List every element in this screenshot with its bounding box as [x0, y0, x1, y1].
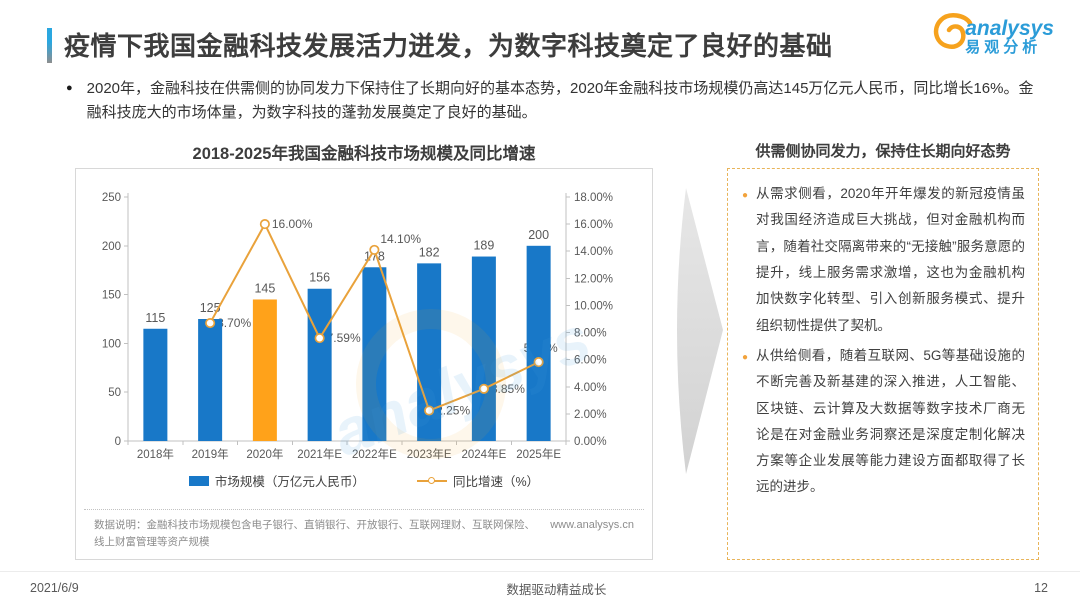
bar-2025年E — [526, 245, 551, 441]
x-axis-category-label: 2019年 — [192, 447, 229, 461]
bar-2022年E — [362, 267, 387, 441]
right-axis-tick-label: 10.00% — [574, 300, 613, 312]
title-accent-bar — [47, 28, 52, 63]
panel-title: 供需侧协同发力，保持住长期向好态势 — [755, 143, 1011, 160]
analysys-logo: analysys 易观分析 — [927, 12, 1054, 61]
right-axis-tick-label: 16.00% — [574, 219, 613, 231]
footer-slogan: 数据驱动精益成长 — [506, 582, 607, 597]
x-axis-category-label: 2020年 — [246, 447, 283, 461]
logo-text: analysys 易观分析 — [965, 16, 1054, 56]
bar-value-label: 125 — [200, 301, 221, 315]
left-axis-tick-label: 100 — [102, 338, 121, 350]
legend-label-growth-rate: 同比增速（%） — [452, 475, 540, 489]
bar-value-label: 115 — [145, 311, 165, 325]
x-axis-category-label: 2023年E — [407, 447, 452, 461]
right-arrow-icon — [677, 188, 723, 474]
page-number: 12 — [1034, 581, 1048, 595]
x-axis-category-label: 2025年E — [516, 447, 561, 461]
data-note-text: 数据说明：金融科技市场规模包含电子银行、直销银行、开放银行、互联网理财、互联网保… — [94, 519, 535, 548]
panel-bullet-item: ● 从需求侧看，2020年开年爆发的新冠疫情虽对我国经济造成巨大挑战，但对金融机构… — [740, 181, 1025, 339]
right-axis-tick-label: 0.00% — [574, 436, 607, 448]
legend-label-market-size: 市场规模（万亿元人民币） — [214, 475, 365, 489]
x-axis-category-label: 2022年E — [352, 447, 397, 461]
right-axis-tick-label: 12.00% — [574, 273, 613, 285]
chart-section: 2018-2025年我国金融科技市场规模及同比增速 analysys 0 50 10… — [75, 140, 653, 560]
bar-2020年 — [252, 299, 277, 441]
chart-box: analysys 0 50 100 150 200 250 0.00% 2.00% 4.00% 6… — [75, 168, 653, 560]
right-axis-tick-label: 4.00% — [574, 382, 607, 394]
insight-panel: 供需侧协同发力，保持住长期向好态势 ● 从需求侧看，2020年开年爆发的新冠疫情虽… — [727, 140, 1039, 560]
x-axis-category-label: 2024年E — [461, 447, 506, 461]
panel-box: ● 从需求侧看，2020年开年爆发的新冠疫情虽对我国经济造成巨大挑战，但对金融机构… — [727, 168, 1039, 560]
chart-title: 2018-2025年我国金融科技市场规模及同比增速 — [192, 145, 536, 163]
growth-rate-marker — [314, 333, 325, 344]
footer-date: 2021/6/9 — [30, 581, 79, 595]
right-axis-tick-label: 2.00% — [574, 409, 607, 421]
bar-value-label: 200 — [528, 228, 549, 242]
growth-rate-label: 7.59% — [327, 331, 361, 345]
chart-note: 数据说明：金融科技市场规模包含电子银行、直销银行、开放银行、互联网理财、互联网保… — [84, 509, 644, 559]
panel-bullet-text: 从供给侧看，随着互联网、5G等基础设施的不断完善及新基建的深入推进，人工智能、区… — [756, 347, 1025, 495]
bar-2018年 — [143, 328, 168, 441]
analysys-swirl-icon — [927, 12, 975, 61]
left-axis-tick-label: 150 — [102, 290, 121, 302]
bar-2024年E — [471, 256, 496, 441]
orange-bullet-dot-icon: ● — [742, 190, 749, 201]
growth-rate-marker — [205, 318, 216, 329]
growth-rate-label: 3.85% — [491, 382, 525, 396]
left-axis-tick-label: 250 — [102, 192, 121, 204]
bar-value-label: 156 — [309, 271, 330, 285]
right-axis-tick-label: 8.00% — [574, 328, 607, 340]
growth-rate-marker — [424, 405, 435, 416]
x-axis-category-label: 2021年E — [297, 447, 342, 461]
growth-rate-label: 2.25% — [436, 404, 470, 418]
line-swatch-icon — [416, 476, 447, 486]
bullet-dot-icon: ● — [66, 82, 73, 94]
legend-item-market-size: 市场规模（万亿元人民币） — [188, 471, 365, 490]
logo-brand-en: analysys — [965, 16, 1054, 40]
right-axis-tick-label: 18.00% — [574, 192, 613, 204]
left-axis-tick-label: 200 — [102, 241, 121, 253]
page-title: 疫情下我国金融科技发展活力迸发，为数字科技奠定了良好的基础 — [64, 31, 833, 61]
summary-text: 2020年，金融科技在供需侧的协同发力下保持住了长期向好的基本态势，2020年金… — [86, 80, 1034, 122]
bar-2019年 — [198, 319, 223, 441]
left-axis-tick-label: 50 — [108, 387, 121, 399]
transition-arrow — [653, 140, 727, 560]
bar-value-label: 182 — [419, 245, 440, 259]
left-axis-tick-label: 0 — [115, 436, 121, 448]
x-axis-category-label: 2018年 — [137, 447, 174, 461]
panel-bullet-text: 从需求侧看，2020年开年爆发的新冠疫情虽对我国经济造成巨大挑战，但对金融机构而… — [756, 186, 1025, 333]
chart-legend: 市场规模（万亿元人民币） 同比增速（%） — [84, 467, 644, 498]
main-content: 2018-2025年我国金融科技市场规模及同比增速 analysys 0 50 10… — [0, 140, 1080, 560]
orange-bullet-dot-icon: ● — [742, 351, 749, 363]
legend-item-growth-rate: 同比增速（%） — [416, 471, 540, 490]
right-axis-tick-label: 14.00% — [574, 246, 613, 258]
growth-rate-label: 16.00% — [272, 217, 313, 231]
growth-rate-marker — [259, 219, 270, 230]
logo-brand-cn: 易观分析 — [965, 38, 1042, 56]
growth-rate-marker — [533, 357, 544, 368]
bar-2021年E — [307, 288, 332, 441]
market-size-growth-chart: 0 50 100 150 200 250 0.00% 2.00% 4.00% 6.00% 8.00%… — [102, 192, 613, 461]
source-link[interactable]: www.analysys.cn — [550, 519, 634, 532]
growth-rate-marker — [478, 383, 489, 394]
bar-swatch-icon — [188, 475, 209, 486]
right-axis-tick-label: 6.00% — [574, 355, 607, 367]
growth-rate-label: 14.10% — [380, 232, 421, 246]
header: 疫情下我国金融科技发展活力迸发，为数字科技奠定了良好的基础 analysys 易… — [0, 0, 1080, 63]
bar-value-label: 145 — [254, 281, 275, 295]
bar-value-label: 189 — [473, 239, 494, 253]
panel-bullet-item: ● 从供给侧看，随着互联网、5G等基础设施的不断完善及新基建的深入推进，人工智能、… — [740, 343, 1025, 501]
growth-rate-marker — [369, 244, 380, 255]
footer: 2021/6/9 数据驱动精益成长 12 — [0, 571, 1080, 608]
summary-bullet: ● 2020年，金融科技在供需侧的协同发力下保持住了长期向好的基本态势，2020… — [66, 77, 1040, 126]
growth-rate-label: 8.70% — [217, 316, 251, 330]
